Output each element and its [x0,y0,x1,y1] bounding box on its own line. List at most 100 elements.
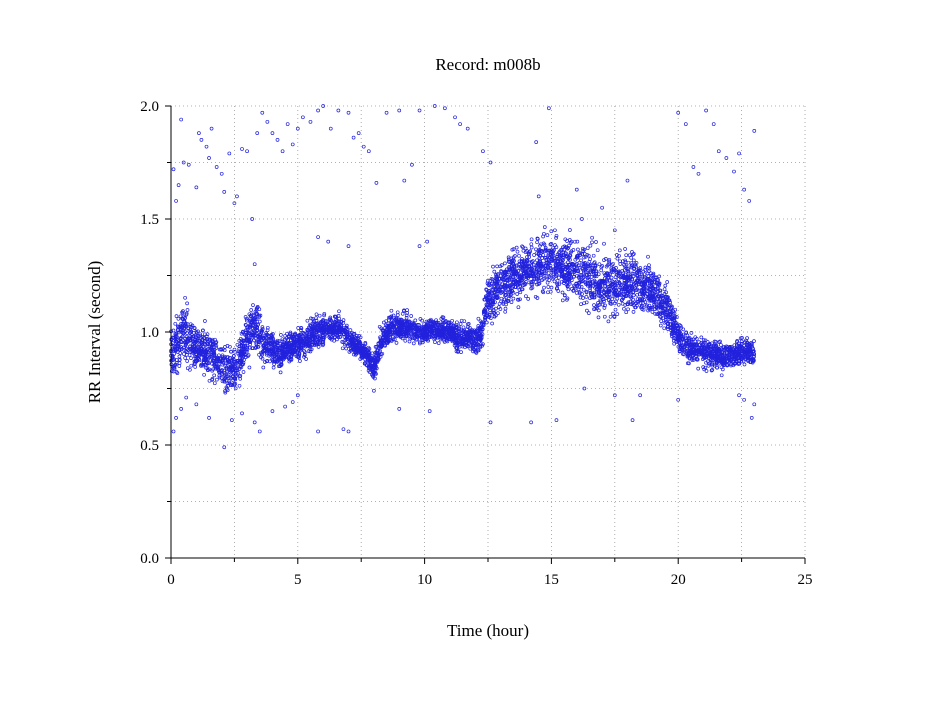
data-point [517,306,520,309]
data-point [512,297,515,300]
data-point [404,339,407,342]
data-point [568,229,571,232]
data-point [624,248,627,251]
data-point [174,322,177,325]
data-point [252,304,255,307]
data-point [530,246,533,249]
data-point [597,316,600,319]
data-point [186,360,189,363]
data-point [542,254,545,257]
data-point [530,238,533,241]
data-point [345,347,348,350]
data-point [674,308,677,311]
data-point [660,320,663,323]
data-point [238,384,241,387]
data-point [580,303,583,306]
data-point [654,285,657,288]
data-point [248,366,251,369]
data-point [306,319,309,322]
data-point [627,308,630,311]
data-point [460,351,463,354]
data-point [518,254,521,257]
data-point [279,333,282,336]
data-point [190,364,193,367]
data-point [250,309,253,312]
data-point [434,341,437,344]
data-point [664,284,667,287]
data-point [743,363,746,366]
data-point [593,304,596,307]
data-point [462,326,465,329]
data-point [543,226,546,229]
data-point [753,340,756,343]
data-point [496,265,499,268]
data-point [412,342,415,345]
data-point [215,378,218,381]
data-point [659,324,662,327]
data-point [455,321,458,324]
data-point [279,371,282,374]
data-points-layer [170,105,756,449]
data-point [616,257,619,260]
data-point [598,263,601,266]
data-point [239,374,242,377]
data-point [589,244,592,247]
data-point [647,255,650,258]
data-point [507,256,510,259]
data-point [546,234,549,237]
data-point [261,326,264,329]
data-point [591,241,594,244]
data-point [527,297,530,300]
data-point [184,357,187,360]
data-point [213,382,216,385]
data-point [297,327,300,330]
data-point [607,320,610,323]
data-point [586,247,589,250]
data-point [585,295,588,298]
data-point [632,252,635,255]
data-point [600,269,603,272]
data-point [700,336,703,339]
data-point [625,311,628,314]
data-point [530,243,533,246]
data-point [553,229,556,232]
data-point [542,291,545,294]
data-point [561,291,564,294]
data-point [390,309,393,312]
data-point [504,310,507,313]
data-point [493,270,496,273]
data-point [616,313,619,316]
data-point [614,308,617,311]
data-point [587,312,590,315]
data-point [510,301,513,304]
data-point [408,340,411,343]
data-point [503,262,506,265]
data-point [666,281,669,284]
data-point [543,286,546,289]
data-point [186,309,189,312]
data-point [632,298,635,301]
data-point [632,259,635,262]
data-point [516,293,519,296]
data-point [315,313,318,316]
data-point [272,366,275,369]
data-point [618,249,621,252]
data-point [341,347,344,350]
data-point [203,320,206,323]
data-point [186,367,189,370]
data-point [184,296,187,299]
data-point [414,319,417,322]
data-point [410,315,413,318]
data-point [603,315,606,318]
data-point [663,288,666,291]
data-point [524,295,527,298]
data-point [625,254,628,257]
data-point [220,377,223,380]
data-point [576,248,579,251]
data-point [720,374,723,377]
data-point [592,254,595,257]
data-point [401,312,404,315]
data-point [622,307,625,310]
data-point [628,254,631,257]
